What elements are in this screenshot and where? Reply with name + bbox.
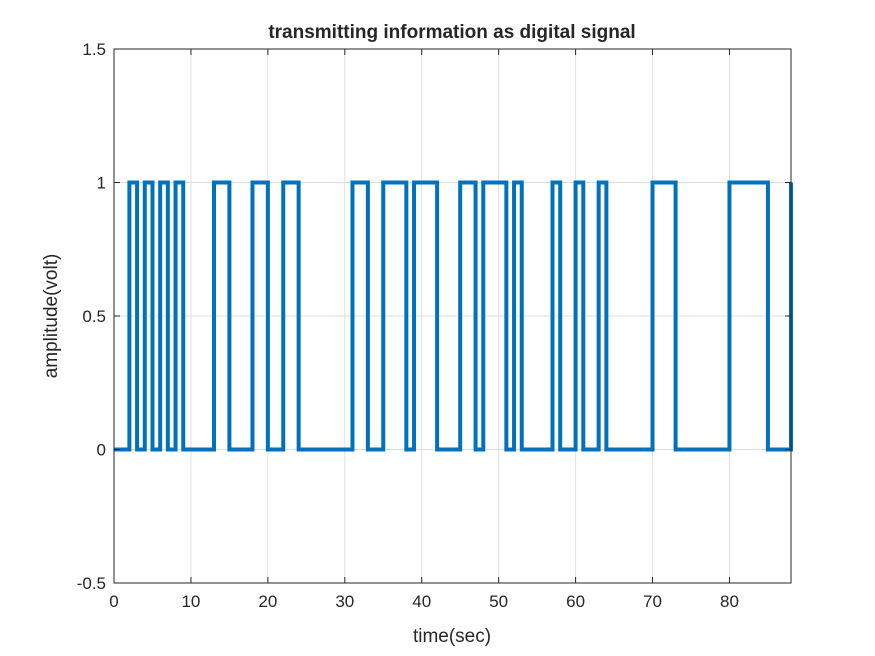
x-tick-label: 0 bbox=[109, 592, 118, 611]
y-tick-label: 1.5 bbox=[82, 40, 106, 59]
signal-line bbox=[114, 180, 793, 452]
x-tick-label: 10 bbox=[181, 592, 200, 611]
y-axis-label: amplitude(volt) bbox=[41, 254, 62, 379]
y-tick-label: 0.5 bbox=[82, 307, 106, 326]
y-tick-labels: -0.5 0 0.5 1 1.5 bbox=[77, 40, 106, 593]
chart-title: transmitting information as digital sign… bbox=[268, 22, 635, 43]
x-tick-labels: 0 10 20 30 40 50 60 70 80 bbox=[109, 592, 739, 611]
y-tick-label: 1 bbox=[97, 174, 106, 193]
x-axis-label: time(sec) bbox=[413, 626, 491, 647]
x-tick-label: 30 bbox=[335, 592, 354, 611]
ticks bbox=[113, 48, 791, 584]
y-tick-label: 0 bbox=[97, 441, 106, 460]
x-tick-label: 80 bbox=[720, 592, 739, 611]
x-tick-label: 70 bbox=[643, 592, 662, 611]
x-tick-label: 20 bbox=[258, 592, 277, 611]
x-tick-label: 50 bbox=[489, 592, 508, 611]
x-tick-label: 40 bbox=[412, 592, 431, 611]
x-tick-label: 60 bbox=[566, 592, 585, 611]
signal-series bbox=[114, 180, 793, 452]
y-tick-label: -0.5 bbox=[77, 574, 106, 593]
